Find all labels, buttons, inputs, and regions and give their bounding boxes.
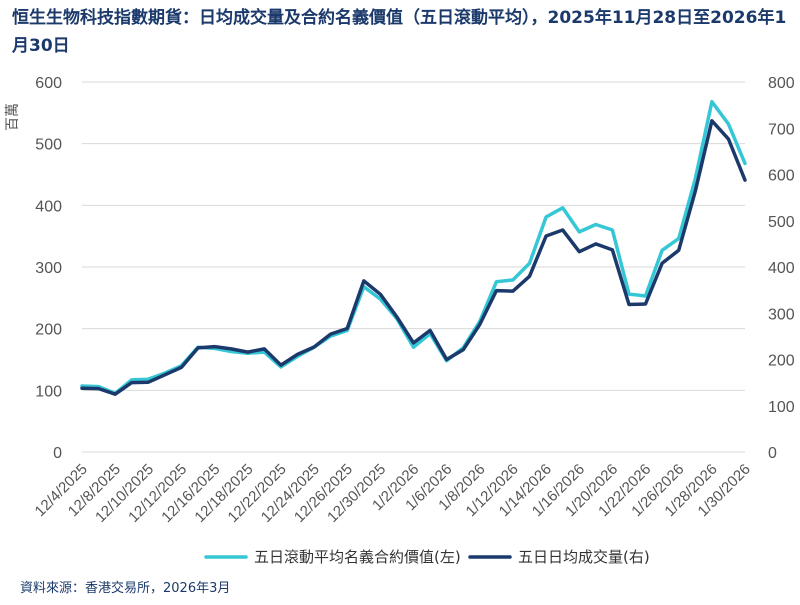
legend-label: 五日日均成交量(右) [518,548,650,566]
chart-title: 恒生生物科技指數期貨：日均成交量及合約名義價值（五日滾動平均），2025年11月… [12,8,787,56]
right-y-tick-label: 600 [768,168,795,185]
left-y-tick-label: 100 [35,383,62,400]
source-note: 資料來源：香港交易所，2026年3月 [20,581,231,596]
left-y-tick-label: 600 [35,75,62,92]
x-axis: 12/4/202512/8/202512/10/202512/12/202512… [32,461,754,526]
series-lines [80,99,747,396]
left-y-tick-label: 0 [53,445,62,462]
left-y-tick-label: 300 [35,260,62,277]
series-line-notional-value [80,99,747,396]
right-y-tick-label: 700 [768,121,795,138]
right-y-tick-label: 300 [768,306,795,323]
right-y-tick-label: 0 [768,445,777,462]
right-y-tick-label: 200 [768,353,795,370]
series-line-volume [80,119,747,396]
left-y-tick-label: 400 [35,198,62,215]
right-y-axis: 0 100 200 300 400 500 600 700 800 [768,75,795,462]
left-y-tick-label: 200 [35,322,62,339]
right-y-tick-label: 500 [768,214,795,231]
gridlines [82,81,745,453]
left-y-axis: 0 100 200 300 400 500 600 百萬 [5,75,62,462]
right-y-tick-label: 400 [768,260,795,277]
left-y-tick-label: 500 [35,137,62,154]
legend-label: 五日滾動平均名義合約價值(左) [254,548,461,566]
right-y-tick-label: 100 [768,399,795,416]
right-y-tick-label: 800 [768,75,795,92]
left-y-unit-label: 百萬 [5,103,21,131]
legend: 五日滾動平均名義合約價值(左) 五日日均成交量(右) [204,548,650,566]
